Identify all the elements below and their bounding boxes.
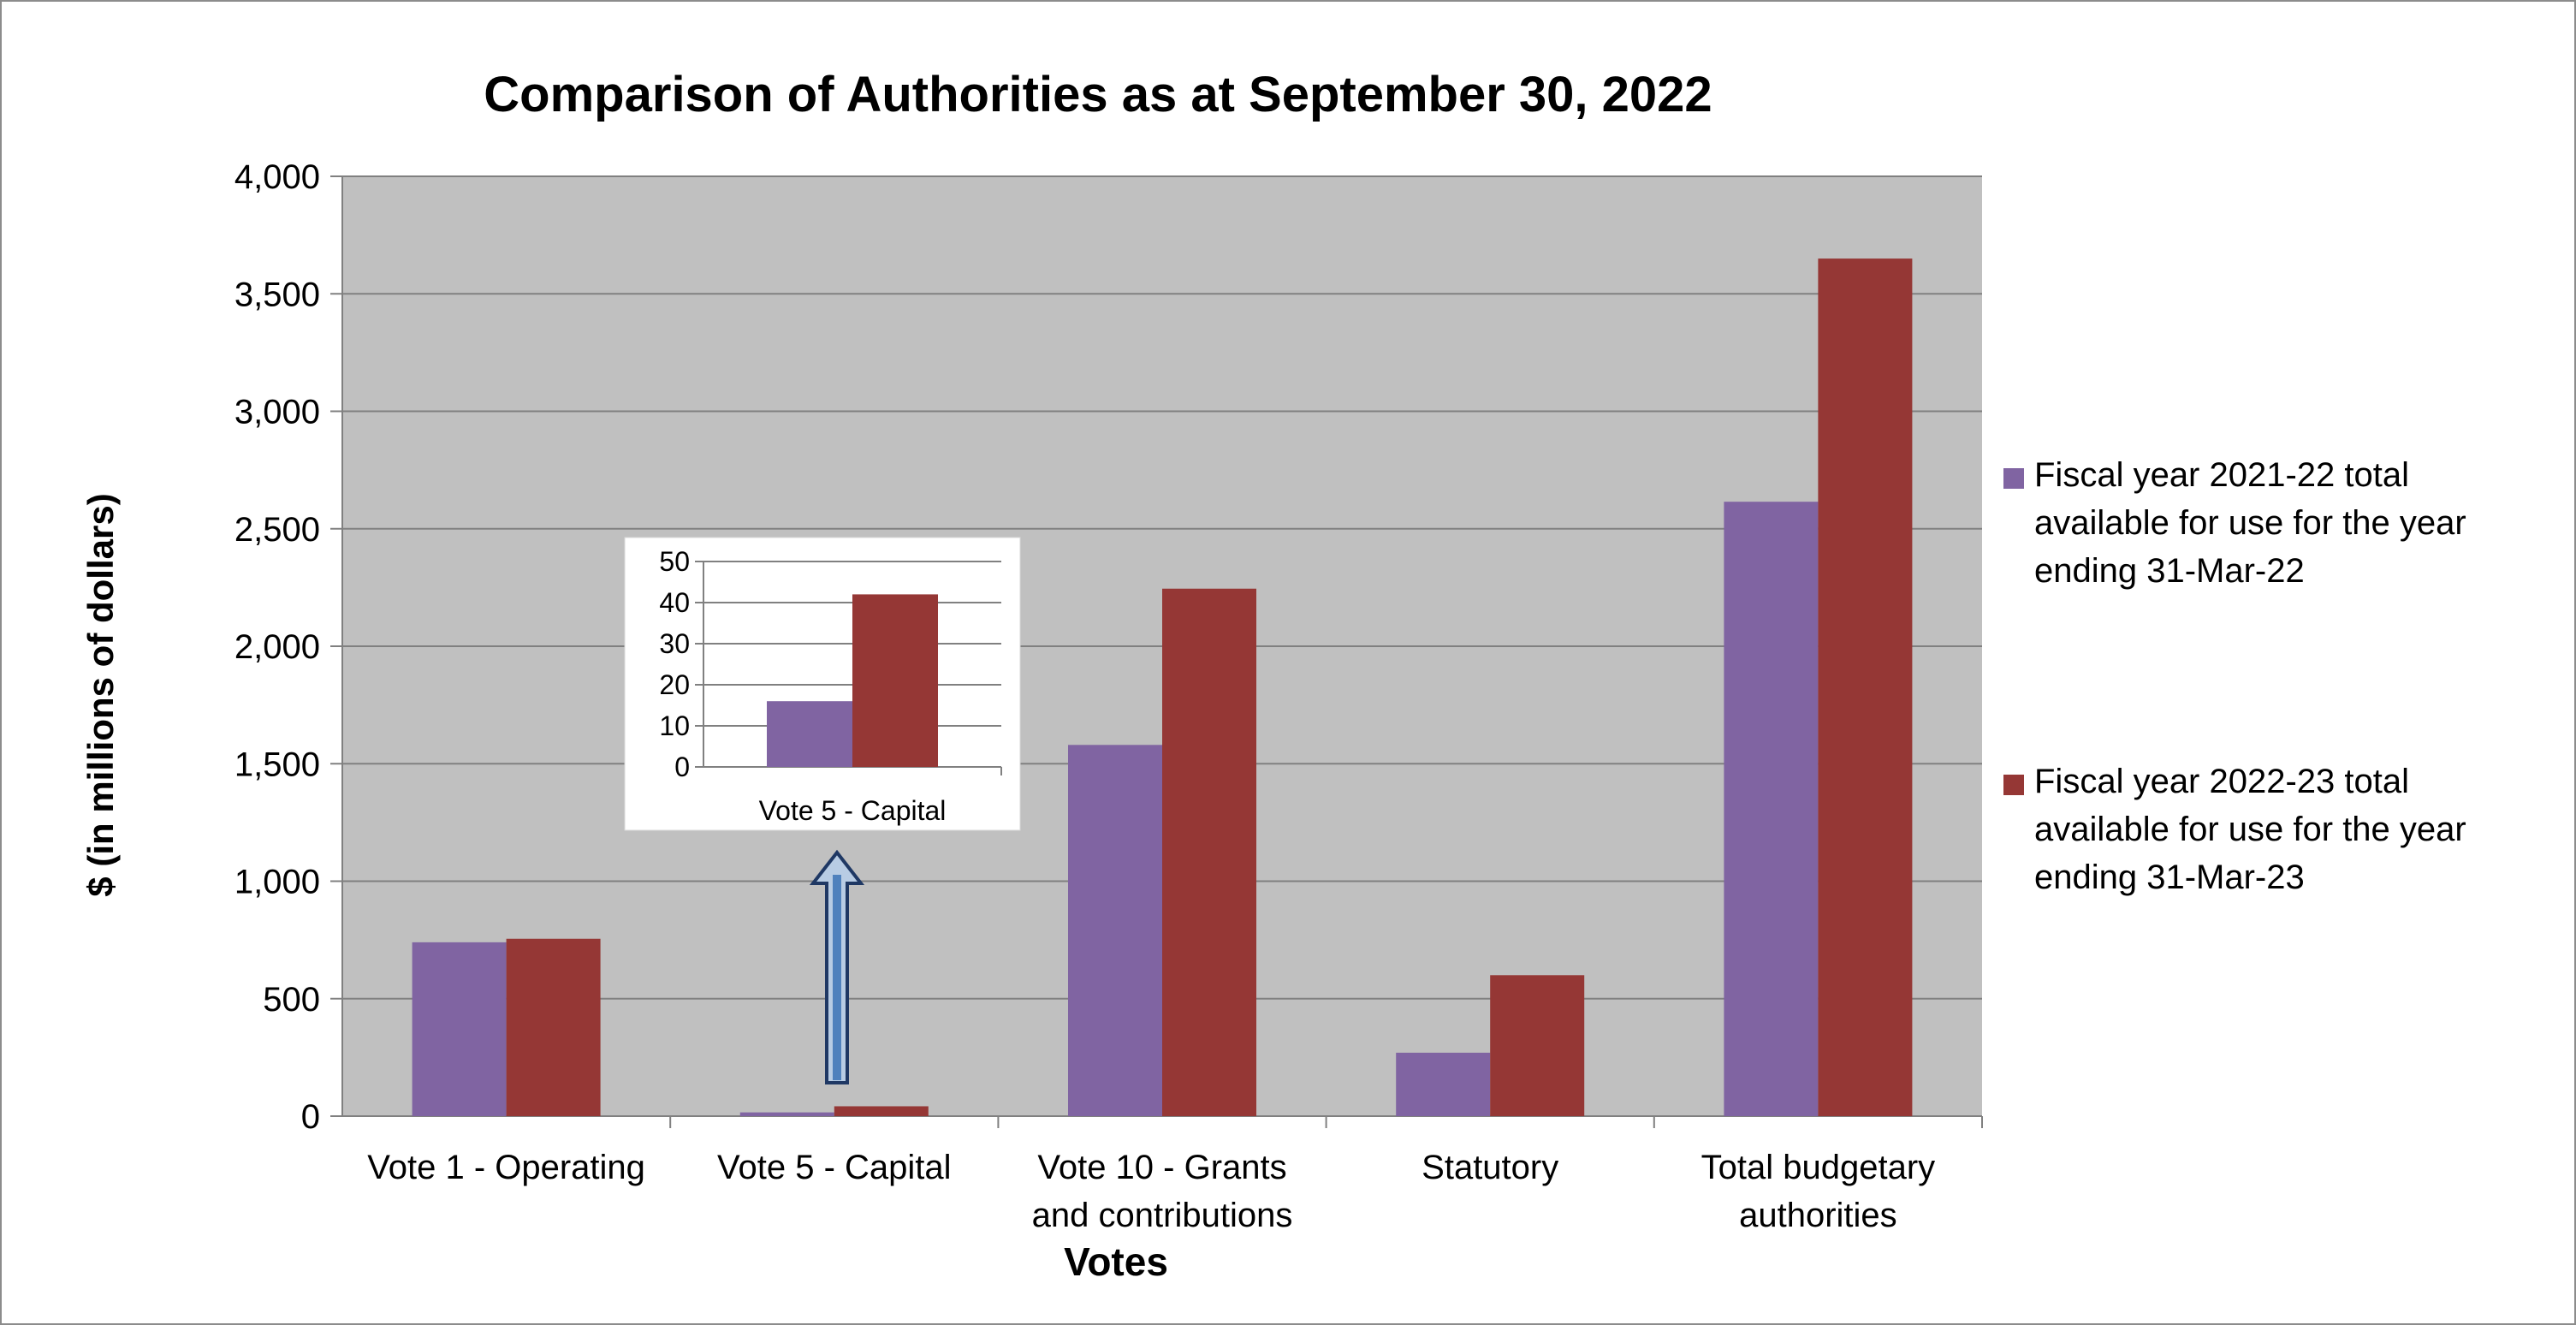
chart-title: Comparison of Authorities as at Septembe… [484,67,1712,122]
inset-y-tick-label: 10 [659,710,690,741]
x-tick-label: authorities [1739,1197,1897,1234]
inset-y-tick-label: 20 [659,669,690,700]
bar [1490,975,1585,1116]
y-tick-label: 0 [301,1098,320,1136]
legend-label: available for use for the year [2034,504,2466,542]
inset-y-tick-label: 30 [659,628,690,659]
y-axis-title: $ (in millions of dollars) [80,493,121,896]
y-tick-label: 1,500 [234,746,320,783]
legend-label: Fiscal year 2021-22 total [2034,456,2409,494]
bar [834,1106,929,1116]
legend-swatch [2003,468,2024,489]
y-tick-label: 1,000 [234,864,320,901]
x-tick-label: Statutory [1422,1149,1558,1186]
inset-bar [852,594,938,767]
x-axis-title: Votes [1064,1239,1168,1284]
inset-y-tick-label: 0 [674,752,690,782]
bar [1818,258,1913,1116]
y-tick-label: 4,000 [234,158,320,196]
x-tick-label: Vote 5 - Capital [717,1149,952,1186]
inset-y-tick-label: 50 [659,546,690,577]
y-tick-label: 500 [263,981,320,1019]
x-tick-label: Vote 1 - Operating [367,1149,645,1186]
x-tick-label: Vote 10 - Grants [1037,1149,1286,1186]
inset-category-label: Vote 5 - Capital [759,795,947,826]
legend-swatch [2003,775,2024,795]
bar [739,1112,834,1116]
bar [1068,745,1162,1116]
bar [506,938,601,1116]
bar [1396,1052,1491,1116]
x-tick-label: and contributions [1032,1197,1293,1234]
x-tick-label: Total budgetary [1701,1149,1936,1186]
legend-label: Fiscal year 2022-23 total [2034,763,2409,800]
legend-label: ending 31-Mar-23 [2034,859,2305,896]
bar [1724,502,1819,1116]
inset-bar [767,701,852,767]
inset-y-tick-label: 40 [659,587,690,618]
bar [1162,588,1256,1116]
y-tick-label: 3,500 [234,276,320,313]
legend-label: ending 31-Mar-22 [2034,552,2305,590]
bar [412,942,507,1116]
y-tick-label: 3,000 [234,394,320,431]
y-tick-label: 2,000 [234,628,320,666]
legend-label: available for use for the year [2034,811,2466,848]
y-tick-label: 2,500 [234,511,320,549]
